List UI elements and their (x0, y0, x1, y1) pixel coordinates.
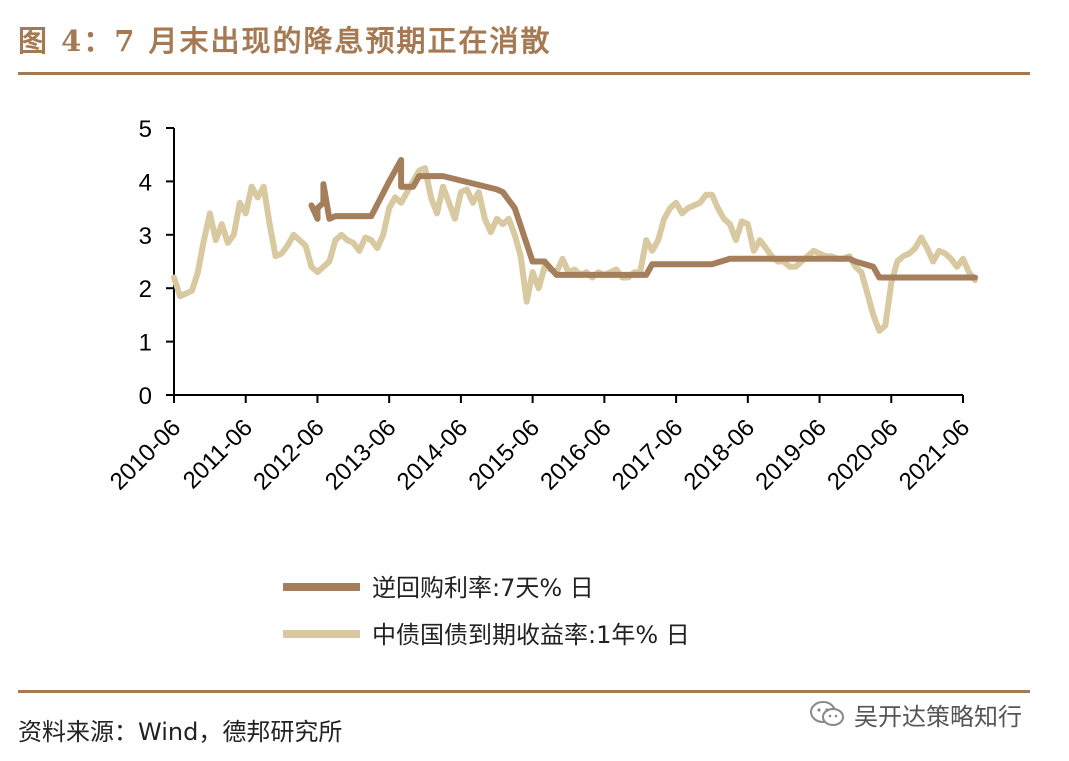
legend-label: 中债国债到期收益率:1年% 日 (372, 621, 690, 649)
y-tick-label: 0 (139, 383, 152, 410)
x-tick-label: 2019-06 (750, 414, 831, 495)
watermark: 吴开达策略知行 (808, 694, 1022, 734)
line-chart: 0 1 2 3 4 5 2010-062011-062012-062013-062014-0… (105, 116, 978, 649)
x-tick-label: 2012-06 (248, 414, 329, 495)
y-tick-label: 1 (139, 330, 152, 357)
y-tick-label: 3 (139, 223, 152, 250)
series-line-treasury-1y (171, 165, 978, 334)
chart-series (171, 157, 978, 334)
wechat-icon (810, 701, 844, 726)
x-tick-label: 2021-06 (894, 414, 975, 495)
watermark-text: 吴开达策略知行 (854, 702, 1022, 731)
title-divider (18, 72, 1030, 75)
chart-axes: 0 1 2 3 4 5 2010-062011-062012-062013-062014-0… (105, 116, 975, 496)
y-tick-label: 5 (139, 116, 152, 143)
source-divider (18, 690, 1030, 693)
x-tick-label: 2011-06 (178, 414, 258, 494)
x-tick-label: 2014-06 (392, 414, 473, 495)
y-tick-label: 2 (139, 276, 152, 303)
x-tick-label: 2016-06 (535, 414, 616, 495)
figure-title: 图 4：7 月末出现的降息预期正在消散 (18, 24, 552, 58)
x-tick-label: 2010-06 (105, 414, 186, 495)
y-tick-label: 4 (139, 169, 152, 196)
x-tick-label: 2015-06 (464, 414, 545, 495)
x-tick-label: 2013-06 (320, 414, 401, 495)
x-tick-label: 2018-06 (679, 414, 760, 495)
x-tick-label: 2020-06 (822, 414, 903, 495)
legend-label: 逆回购利率:7天% 日 (372, 574, 594, 602)
series-line-reverse-repo-7d (308, 157, 978, 281)
x-tick-label: 2017-06 (607, 414, 688, 495)
source-note: 资料来源：Wind，德邦研究所 (18, 718, 343, 746)
